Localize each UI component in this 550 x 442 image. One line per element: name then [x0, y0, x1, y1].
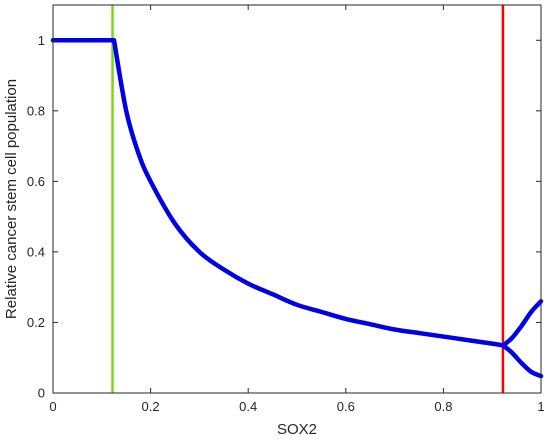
series-line-3 — [500, 343, 544, 379]
y-tick-label: 0 — [38, 386, 45, 401]
threshold-lines — [111, 5, 505, 393]
x-tick-label: 0.6 — [337, 399, 355, 414]
y-tick-label: 0.6 — [27, 174, 45, 189]
series-line-2 — [500, 299, 544, 348]
x-tick-label: 1 — [537, 399, 544, 414]
x-tick-label: 0.2 — [142, 399, 160, 414]
x-tick-label: 0.4 — [239, 399, 257, 414]
y-tick-label: 0.2 — [27, 315, 45, 330]
y-tick-label: 1 — [38, 33, 45, 48]
y-axis-label: Relative cancer stem cell population — [3, 79, 20, 319]
y-tick-label: 0.4 — [27, 244, 45, 259]
data-series — [50, 38, 544, 379]
plot-area-frame — [52, 4, 542, 394]
axis-ticks: 0 0.2 0.4 0.6 0.8 1 0 0.2 0.4 0.6 0.8 1 — [27, 5, 545, 414]
x-tick-label: 0 — [49, 399, 56, 414]
y-tick-label: 0.8 — [27, 103, 45, 118]
series-line-1 — [50, 38, 506, 348]
x-axis-label: SOX2 — [277, 421, 317, 438]
x-tick-label: 0.8 — [434, 399, 452, 414]
